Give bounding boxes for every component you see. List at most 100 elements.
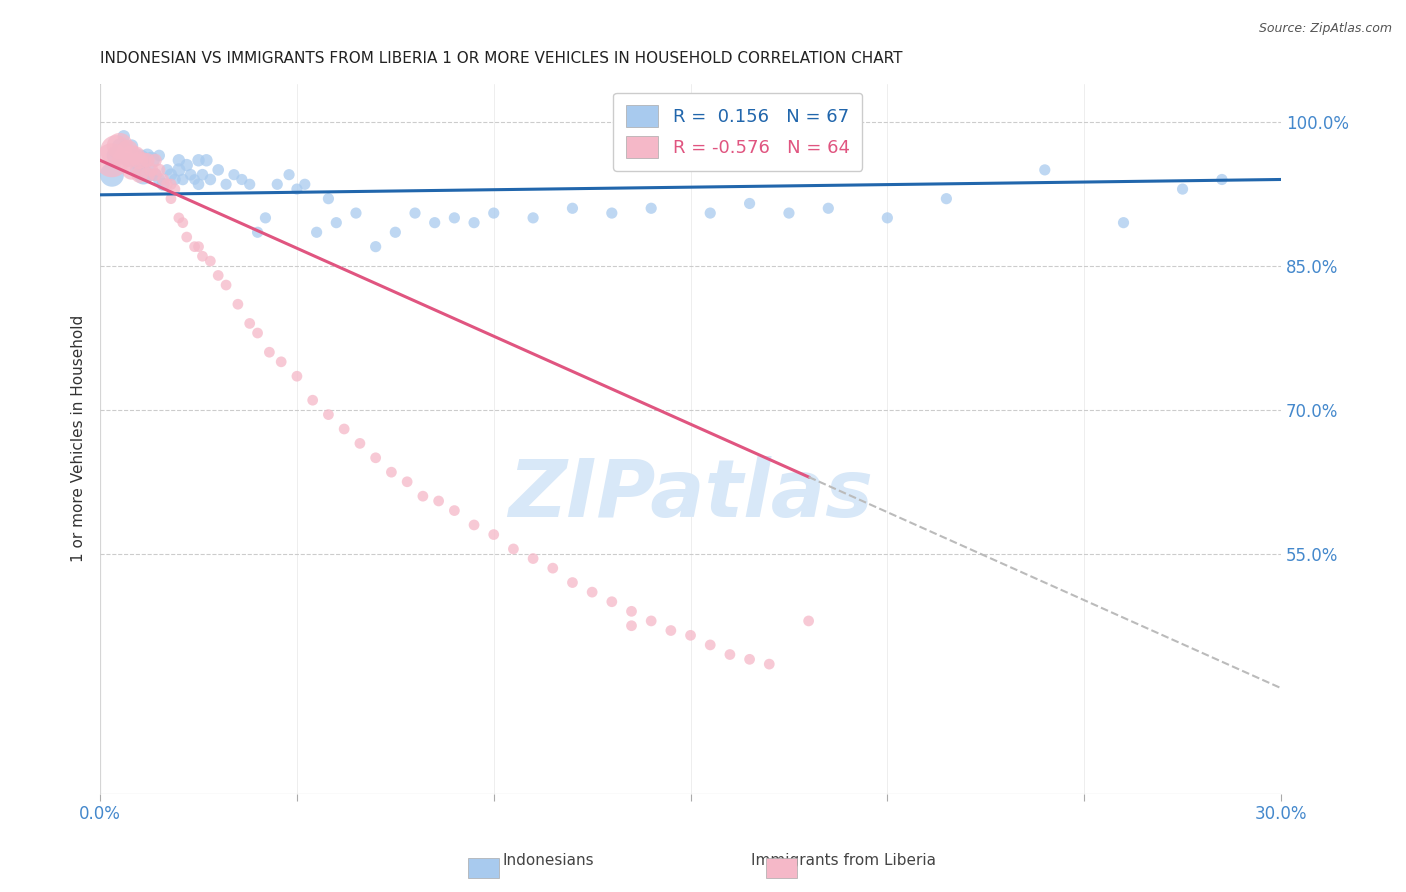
Point <box>738 196 761 211</box>
Point <box>239 178 262 192</box>
Point <box>132 153 155 168</box>
Point <box>195 153 218 168</box>
Point <box>172 172 194 186</box>
Point <box>112 153 135 168</box>
Point <box>699 638 721 652</box>
Text: INDONESIAN VS IMMIGRANTS FROM LIBERIA 1 OR MORE VEHICLES IN HOUSEHOLD CORRELATIO: INDONESIAN VS IMMIGRANTS FROM LIBERIA 1 … <box>100 51 903 66</box>
Point <box>176 158 198 172</box>
Point <box>318 408 340 422</box>
Point <box>160 168 183 182</box>
Point <box>132 168 155 182</box>
Point <box>148 148 170 162</box>
Point <box>640 614 662 628</box>
Point <box>254 211 277 225</box>
Point <box>325 216 347 230</box>
Point <box>797 614 820 628</box>
Point <box>463 216 485 230</box>
Point <box>121 139 143 153</box>
Point <box>463 518 485 533</box>
Point <box>738 652 761 666</box>
Point <box>1112 216 1135 230</box>
Y-axis label: 1 or more Vehicles in Household: 1 or more Vehicles in Household <box>72 315 86 562</box>
Point <box>128 168 150 182</box>
Point <box>191 168 214 182</box>
Point <box>200 254 222 268</box>
Text: Source: ZipAtlas.com: Source: ZipAtlas.com <box>1258 22 1392 36</box>
Point <box>176 230 198 244</box>
Point <box>124 148 146 162</box>
Point <box>443 211 465 225</box>
Point <box>136 168 159 182</box>
Point <box>246 326 269 340</box>
Point <box>121 148 143 162</box>
Point <box>1033 162 1056 177</box>
Point <box>364 450 387 465</box>
Point <box>121 162 143 177</box>
Point <box>482 527 505 541</box>
Text: Immigrants from Liberia: Immigrants from Liberia <box>751 854 936 868</box>
Point <box>935 192 957 206</box>
Point <box>160 192 183 206</box>
Point <box>266 178 288 192</box>
Point <box>143 153 166 168</box>
Point <box>364 240 387 254</box>
Point <box>482 206 505 220</box>
Text: ZIPatlas: ZIPatlas <box>508 457 873 534</box>
Point <box>187 153 209 168</box>
Point <box>679 628 702 642</box>
Point <box>259 345 281 359</box>
Text: Indonesians: Indonesians <box>502 854 595 868</box>
Point <box>167 211 190 225</box>
Point <box>187 240 209 254</box>
Point <box>222 168 245 182</box>
Point <box>718 648 741 662</box>
Point <box>141 168 163 182</box>
Legend: R =  0.156   N = 67, R = -0.576   N = 64: R = 0.156 N = 67, R = -0.576 N = 64 <box>613 93 862 171</box>
Point <box>148 162 170 177</box>
Point <box>423 216 446 230</box>
Point <box>160 178 183 192</box>
Point <box>191 249 214 263</box>
Point <box>163 172 186 186</box>
Point <box>172 216 194 230</box>
Point <box>294 178 316 192</box>
Point <box>101 153 124 168</box>
Point <box>1171 182 1194 196</box>
Point <box>136 148 159 162</box>
Point <box>104 148 127 162</box>
Point <box>104 144 127 158</box>
Point <box>349 436 371 450</box>
Point <box>108 139 131 153</box>
Point <box>758 657 780 672</box>
Point <box>522 211 544 225</box>
Point <box>561 201 583 215</box>
Point <box>117 153 139 168</box>
Point <box>124 162 146 177</box>
Point <box>396 475 419 489</box>
Point <box>384 225 406 239</box>
Point <box>215 278 238 293</box>
Point <box>226 297 249 311</box>
Point <box>305 225 328 239</box>
Point <box>187 178 209 192</box>
Point <box>285 369 308 384</box>
Point <box>522 551 544 566</box>
Point <box>270 355 292 369</box>
Point <box>581 585 603 599</box>
Point <box>278 168 301 182</box>
Point <box>1211 172 1233 186</box>
Point <box>412 489 434 503</box>
Point <box>333 422 356 436</box>
Point <box>108 139 131 153</box>
Point <box>231 172 253 186</box>
Point <box>620 604 643 618</box>
Point <box>148 172 170 186</box>
Point <box>156 178 179 192</box>
Point <box>640 201 662 215</box>
Point <box>318 192 340 206</box>
Point <box>404 206 426 220</box>
Point <box>143 168 166 182</box>
Point <box>659 624 682 638</box>
Point <box>778 206 800 220</box>
Point <box>239 317 262 331</box>
